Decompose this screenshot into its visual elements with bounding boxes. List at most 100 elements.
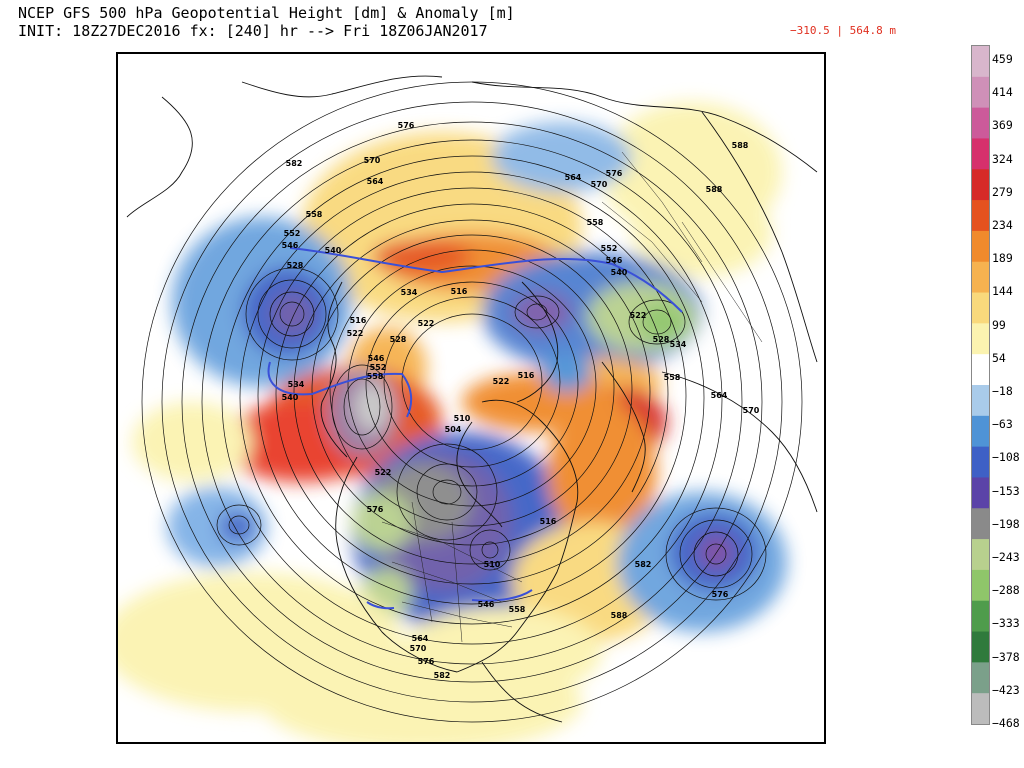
contour-label: 516 bbox=[518, 371, 535, 380]
colorbar-swatch bbox=[972, 230, 989, 263]
contour-label: 576 bbox=[418, 657, 435, 666]
colorbar-tick-label: 279 bbox=[992, 184, 1013, 199]
colorbar-swatch bbox=[972, 415, 989, 448]
contour-label: 516 bbox=[350, 316, 367, 325]
title-line-1: NCEP GFS 500 hPa Geopotential Height [dm… bbox=[18, 4, 515, 22]
contour-label: 564 bbox=[367, 177, 384, 186]
title-line-2: INIT: 18Z27DEC2016 fx: [240] hr --> Fri … bbox=[18, 22, 488, 40]
colorbar-tick-label: −468 bbox=[992, 716, 1020, 730]
contour-label: 516 bbox=[540, 517, 557, 526]
coastlines bbox=[126, 75, 818, 723]
colorbar-swatch bbox=[972, 76, 989, 109]
contour-label: 528 bbox=[653, 335, 670, 344]
colorbar-tick-label: 54 bbox=[992, 350, 1006, 365]
colorbar-tick-label: −378 bbox=[992, 649, 1020, 664]
colorbar-swatch bbox=[972, 631, 989, 663]
contour-label: 570 bbox=[410, 644, 427, 653]
polar-stereographic-map: 576 570 564 582 558 552 546 540 528 534 516 516 522 5… bbox=[116, 52, 826, 744]
contour-label: 546 bbox=[606, 256, 623, 265]
contour-label: 540 bbox=[282, 393, 299, 402]
colorbar-swatch bbox=[972, 693, 989, 725]
contour-label: 582 bbox=[286, 159, 303, 168]
colorbar-tick-label: −108 bbox=[992, 450, 1020, 465]
contour-label: 570 bbox=[743, 406, 760, 415]
contour-label: 558 bbox=[664, 373, 681, 382]
contour-label: 528 bbox=[287, 261, 304, 270]
colorbar-swatch bbox=[972, 261, 989, 294]
contour-label: 552 bbox=[370, 363, 387, 372]
contour-label: 546 bbox=[282, 241, 299, 250]
colorbar-tick-label: −18 bbox=[992, 384, 1013, 398]
colorbar-tick-label: 99 bbox=[992, 317, 1006, 332]
contour-label: 558 bbox=[306, 210, 323, 219]
colorbar-tick-label: −153 bbox=[992, 483, 1020, 498]
colorbar-tick-label: 144 bbox=[992, 284, 1013, 299]
height-contours bbox=[141, 81, 803, 723]
contour-540-line bbox=[267, 247, 683, 610]
contour-label: 588 bbox=[732, 141, 749, 150]
contour-label: 570 bbox=[591, 180, 608, 189]
contour-label: 564 bbox=[412, 634, 429, 643]
contour-label: 522 bbox=[418, 319, 435, 328]
contour-label: 576 bbox=[398, 121, 415, 130]
colorbar-tick-label: −243 bbox=[992, 550, 1020, 564]
contour-label: 564 bbox=[565, 173, 582, 182]
contour-label: 540 bbox=[325, 246, 342, 255]
contour-label: 576 bbox=[367, 505, 384, 514]
colorbar-swatch bbox=[972, 138, 989, 170]
contour-label: 516 bbox=[451, 287, 468, 296]
contour-label: 528 bbox=[390, 335, 407, 344]
colorbar-swatch bbox=[972, 169, 989, 201]
contour-label: 522 bbox=[375, 468, 392, 477]
colorbar-swatch bbox=[972, 385, 989, 417]
contour-label: 582 bbox=[434, 671, 451, 680]
contour-label: 510 bbox=[454, 414, 471, 423]
anomaly-colorbar bbox=[971, 45, 990, 725]
contour-label: 540 bbox=[611, 268, 628, 277]
contour-label: 510 bbox=[484, 560, 501, 569]
contour-label: 546 bbox=[368, 354, 385, 363]
contour-label: 534 bbox=[670, 340, 687, 349]
contour-label: 576 bbox=[606, 169, 623, 178]
political-boundaries bbox=[381, 151, 763, 643]
anomaly-range-text: −310.5 | 564.8 m bbox=[790, 24, 896, 37]
contour-label: 522 bbox=[630, 311, 647, 320]
colorbar-swatch bbox=[972, 46, 989, 78]
contour-label: 570 bbox=[364, 156, 381, 165]
contour-label: 546 bbox=[478, 600, 495, 609]
colorbar-tick-label: 459 bbox=[992, 52, 1013, 66]
colorbar-tick-label: −333 bbox=[992, 616, 1020, 631]
colorbar-tick-label: 369 bbox=[992, 118, 1013, 133]
contour-label: 552 bbox=[601, 244, 618, 253]
contour-label: 534 bbox=[288, 380, 305, 389]
contour-label: 522 bbox=[493, 377, 510, 386]
contour-label: 564 bbox=[711, 391, 728, 400]
colorbar-swatch bbox=[972, 600, 989, 633]
colorbar-swatch bbox=[972, 200, 989, 232]
colorbar-swatch bbox=[972, 662, 989, 694]
colorbar-swatch bbox=[972, 477, 989, 509]
colorbar-tick-label: 189 bbox=[992, 251, 1013, 266]
colorbar-swatch bbox=[972, 354, 989, 386]
contour-label: 552 bbox=[284, 229, 301, 238]
colorbar-swatch bbox=[972, 292, 989, 324]
colorbar-swatch bbox=[972, 508, 989, 540]
colorbar-swatches bbox=[972, 46, 989, 725]
colorbar-tick-label: 414 bbox=[992, 85, 1013, 100]
contour-label: 558 bbox=[587, 218, 604, 227]
anomaly-shading bbox=[118, 102, 787, 742]
colorbar-tick-label: −423 bbox=[992, 682, 1020, 697]
contour-label: 588 bbox=[611, 611, 628, 620]
contour-label: 522 bbox=[347, 329, 364, 338]
contour-label: 558 bbox=[509, 605, 526, 614]
colorbar-swatch bbox=[972, 107, 989, 139]
contour-label: 588 bbox=[706, 185, 723, 194]
colorbar-tick-label: −288 bbox=[992, 583, 1020, 598]
colorbar-swatch bbox=[972, 323, 989, 355]
contour-label: 558 bbox=[367, 372, 384, 381]
colorbar-tick-label: −198 bbox=[992, 516, 1020, 531]
contour-label: 582 bbox=[635, 560, 652, 569]
colorbar-swatch bbox=[972, 539, 989, 571]
